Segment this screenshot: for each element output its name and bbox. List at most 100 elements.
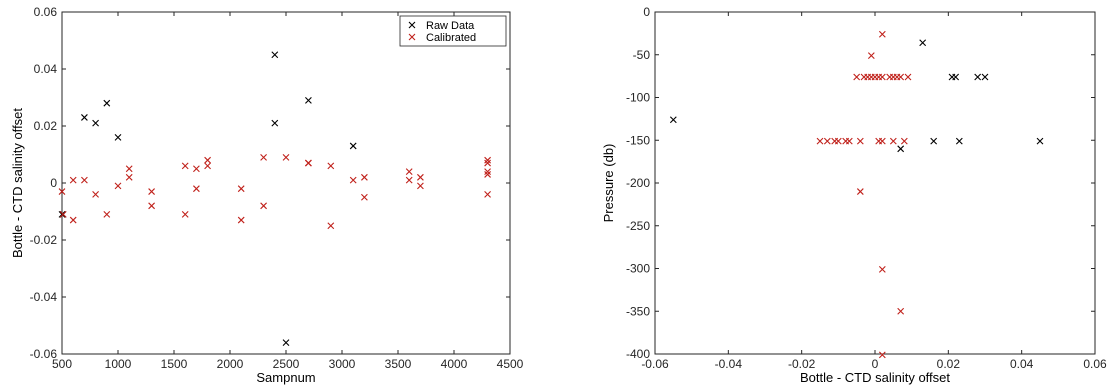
data-point (919, 39, 927, 47)
data-point (484, 159, 491, 167)
x-axis-title: Bottle - CTD salinity offset (800, 370, 950, 385)
y-axis-title: Pressure (db) (601, 144, 616, 223)
series-raw-data (58, 51, 357, 346)
data-point (237, 216, 245, 224)
data-point (349, 142, 357, 150)
data-point (823, 137, 831, 145)
data-point (327, 222, 335, 230)
data-point (204, 156, 211, 164)
y-tick-label: -200 (626, 176, 650, 190)
data-point (974, 73, 982, 81)
x-tick-label: 0.06 (1083, 357, 1107, 371)
x-tick-label: 4500 (497, 357, 524, 371)
data-point (260, 202, 267, 210)
data-point (878, 351, 886, 359)
x-tick-label: 2500 (273, 357, 300, 371)
data-point (897, 145, 905, 153)
y-tick-label: 0 (643, 5, 650, 19)
plot-area (654, 11, 1096, 355)
data-point (327, 162, 335, 170)
data-point (148, 188, 155, 195)
y-tick-label: 0.04 (34, 62, 58, 76)
data-point (58, 188, 66, 195)
data-point (260, 153, 267, 161)
data-point (952, 73, 960, 81)
data-point (889, 137, 897, 145)
x-tick-label: 1500 (161, 357, 188, 371)
data-point (878, 73, 886, 81)
data-point (897, 307, 905, 315)
x-tick-label: 3500 (385, 357, 412, 371)
data-point (484, 168, 491, 175)
data-point (417, 182, 424, 190)
series-calibrated (816, 30, 912, 359)
x-tick-label: 0.04 (1010, 357, 1034, 371)
data-point (669, 116, 677, 124)
data-point (484, 171, 491, 178)
x-tick-label: 500 (52, 357, 72, 371)
data-point (878, 30, 886, 38)
plot-area (61, 11, 511, 355)
data-point (867, 52, 875, 59)
x-tick-label: 2000 (217, 357, 244, 371)
data-point (897, 73, 905, 81)
y-tick-label: -250 (626, 219, 650, 233)
data-point (405, 176, 413, 184)
x-tick-label: 0 (872, 357, 879, 371)
data-point (92, 191, 99, 198)
y-axis-title: Bottle - CTD salinity offset (10, 108, 25, 258)
data-point (181, 162, 189, 170)
y-tick-label: 0.02 (34, 119, 58, 133)
y-tick-label: -150 (626, 133, 650, 147)
data-point (955, 137, 963, 145)
data-point (58, 210, 66, 218)
data-point (69, 176, 77, 184)
data-point (361, 173, 368, 181)
data-point (103, 210, 111, 218)
data-point (853, 73, 861, 81)
x-tick-label: -0.04 (715, 357, 743, 371)
y-tick-label: -0.06 (30, 347, 58, 361)
data-point (405, 168, 413, 175)
y-tick-label: 0.06 (34, 5, 58, 19)
y-tick-label: 0 (50, 176, 57, 190)
data-point (484, 156, 491, 164)
data-point (114, 182, 122, 190)
data-point (305, 96, 312, 104)
data-point (125, 165, 133, 173)
data-point (484, 191, 491, 198)
legend-marker (408, 21, 416, 29)
data-point (1036, 137, 1044, 145)
x-axis-title: Sampnum (256, 370, 315, 385)
x-tick-label: 0.02 (937, 357, 961, 371)
data-point (81, 114, 88, 121)
data-point (282, 153, 290, 161)
data-point (856, 137, 864, 145)
y-tick-label: -300 (626, 262, 650, 276)
x-tick-label: -0.06 (641, 357, 669, 371)
data-point (59, 210, 67, 218)
legend-marker (408, 33, 416, 41)
y-tick-label: -0.04 (30, 290, 58, 304)
data-point (349, 176, 357, 184)
data-point (271, 119, 279, 127)
data-point (845, 137, 853, 145)
data-point (282, 339, 290, 346)
data-point (878, 265, 886, 273)
data-point (361, 193, 368, 201)
data-point (103, 99, 111, 107)
data-point (904, 73, 912, 81)
x-tick-label: -0.02 (788, 357, 816, 371)
y-tick-label: -50 (633, 48, 651, 62)
data-point (878, 137, 886, 145)
data-point (193, 165, 200, 173)
data-point (125, 173, 133, 181)
legend-label: Raw Data (426, 20, 475, 32)
y-tick-label: -0.02 (30, 233, 58, 247)
data-point (305, 159, 312, 167)
data-point (834, 137, 842, 145)
y-tick-label: -350 (626, 304, 650, 318)
y-tick-label: -100 (626, 91, 650, 105)
data-point (856, 188, 864, 195)
right-scatter-plot: -0.06 -0.04 -0.02 0 0.02 0.04 0.06 -400 -350 -300… (601, 5, 1107, 385)
